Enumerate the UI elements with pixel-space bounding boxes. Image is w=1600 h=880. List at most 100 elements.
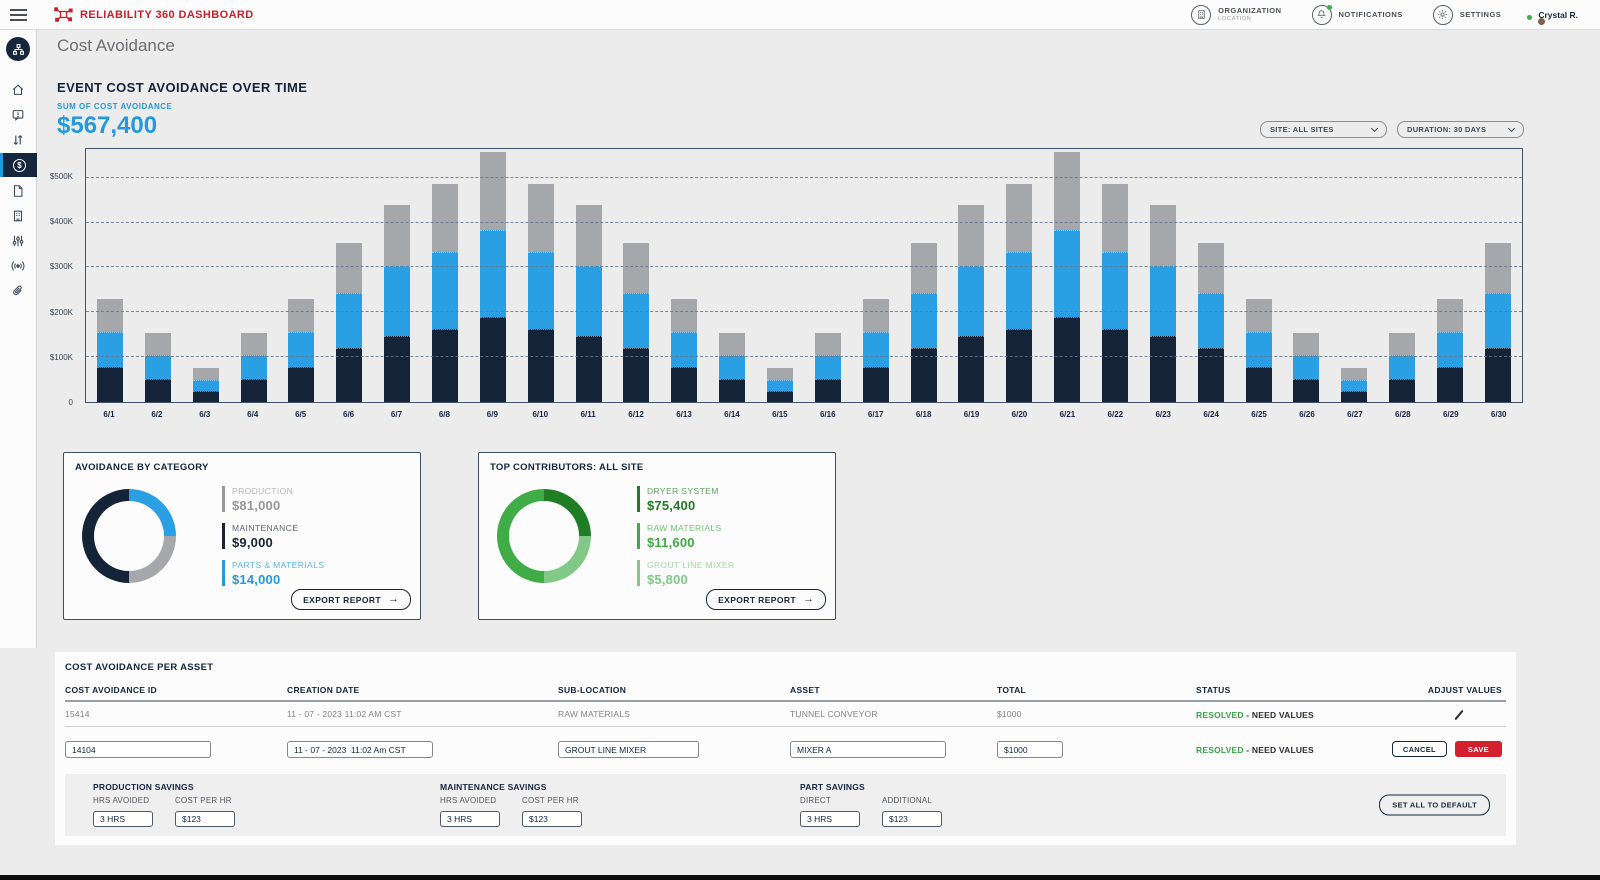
sidebar-item-transfer-arrows[interactable] bbox=[0, 128, 37, 151]
sidebar-item-filters[interactable] bbox=[0, 229, 37, 252]
chart-bar-6-22[interactable] bbox=[1101, 149, 1128, 402]
set-all-to-default-button[interactable]: SET ALL TO DEFAULT bbox=[1379, 794, 1490, 816]
user-menu[interactable]: Crystal R. bbox=[1527, 10, 1578, 20]
bar-segment-blue bbox=[1436, 332, 1463, 368]
bar-segment-blue bbox=[1006, 251, 1033, 329]
chart-bar-6-4[interactable] bbox=[240, 149, 267, 402]
maintenance-cost-per-hr-input[interactable] bbox=[522, 811, 582, 827]
cost-avoidance-id-input[interactable] bbox=[65, 741, 211, 759]
x-axis-tick-label: 6/19 bbox=[963, 410, 980, 419]
save-button[interactable]: SAVE bbox=[1454, 741, 1502, 757]
chart-bar-6-13[interactable] bbox=[671, 149, 698, 402]
sidebar-item-document[interactable] bbox=[0, 179, 37, 202]
bar-segment-navy bbox=[1054, 316, 1081, 402]
chart-bar-6-10[interactable] bbox=[527, 149, 554, 402]
chart-bar-6-5[interactable] bbox=[288, 149, 315, 402]
chart-bar-6-6[interactable] bbox=[336, 149, 363, 402]
sidebar-item-home[interactable] bbox=[0, 78, 37, 101]
chart-bar-6-30[interactable] bbox=[1484, 149, 1511, 402]
sidebar-item-org-network[interactable] bbox=[6, 37, 30, 61]
bar-segment-navy bbox=[288, 367, 315, 402]
part-additional-input[interactable] bbox=[882, 811, 942, 827]
chart-bar-6-14[interactable] bbox=[719, 149, 746, 402]
bar-segment-gray bbox=[1197, 242, 1224, 293]
bar-segment-navy bbox=[719, 378, 746, 402]
sidebar-item-attachment[interactable] bbox=[0, 279, 37, 302]
chart-bar-6-26[interactable] bbox=[1293, 149, 1320, 402]
creation-date-input[interactable] bbox=[287, 741, 433, 759]
x-axis-tick-label: 6/17 bbox=[867, 410, 884, 419]
total-input[interactable] bbox=[997, 741, 1063, 759]
paperclip-icon bbox=[13, 284, 22, 295]
chart-bar-6-19[interactable] bbox=[958, 149, 985, 402]
notifications-menu[interactable]: NOTIFICATIONS bbox=[1311, 4, 1403, 25]
production-hrs-avoided-input[interactable] bbox=[93, 811, 153, 827]
chart-bar-6-11[interactable] bbox=[575, 149, 602, 402]
cancel-button[interactable]: CANCEL bbox=[1391, 741, 1447, 757]
chart-bar-6-7[interactable] bbox=[384, 149, 411, 402]
chart-bar-6-9[interactable] bbox=[479, 149, 506, 402]
chart-bar-6-29[interactable] bbox=[1436, 149, 1463, 402]
x-axis-tick-label: 6/29 bbox=[1442, 410, 1459, 419]
part-direct-input[interactable] bbox=[800, 811, 860, 827]
chart-bar-6-3[interactable] bbox=[192, 149, 219, 402]
production-cost-per-hr-input[interactable] bbox=[175, 811, 235, 827]
organization-menu[interactable]: ORGANIZATION LOCATION bbox=[1191, 4, 1282, 25]
sliders-icon bbox=[12, 235, 24, 246]
bar-segment-navy bbox=[1245, 367, 1272, 402]
chart-bar-6-1[interactable] bbox=[96, 149, 123, 402]
legend-label: MAINTENANCE bbox=[232, 523, 299, 533]
asset-input[interactable] bbox=[790, 741, 946, 759]
duration-filter-dropdown[interactable]: DURATION: 30 DAYS bbox=[1397, 121, 1524, 138]
sidebar-item-broadcast[interactable] bbox=[0, 254, 37, 277]
chart-filters: SITE: ALL SITES DURATION: 30 DAYS bbox=[1260, 121, 1524, 138]
location-label: LOCATION bbox=[1218, 15, 1252, 22]
legend-value: $5,800 bbox=[647, 572, 688, 587]
col-adjust-values: ADJUST VALUES bbox=[1427, 685, 1502, 695]
bar-segment-blue bbox=[1197, 292, 1224, 349]
x-axis-tick-label: 6/26 bbox=[1299, 410, 1315, 419]
edit-pencil-icon[interactable] bbox=[1453, 709, 1464, 720]
chart-bar-6-27[interactable] bbox=[1341, 149, 1368, 402]
site-filter-dropdown[interactable]: SITE: ALL SITES bbox=[1260, 121, 1387, 138]
export-report-button[interactable]: EXPORT REPORT → bbox=[706, 589, 826, 610]
sidebar-item-cost-avoidance[interactable]: $ bbox=[0, 153, 37, 177]
chart-bar-6-12[interactable] bbox=[623, 149, 650, 402]
legend-label: GROUT LINE MIXER bbox=[647, 560, 735, 570]
sub-location-input[interactable] bbox=[558, 741, 699, 759]
chart-bar-6-23[interactable] bbox=[1149, 149, 1176, 402]
settings-menu[interactable]: SETTINGS bbox=[1432, 4, 1502, 25]
hamburger-menu-icon[interactable] bbox=[0, 0, 37, 30]
x-axis-tick-label: 6/2 bbox=[151, 410, 163, 419]
contributors-donut-chart[interactable] bbox=[497, 489, 591, 583]
chart-bar-6-17[interactable] bbox=[862, 149, 889, 402]
chart-bar-6-24[interactable] bbox=[1197, 149, 1224, 402]
chart-bar-6-8[interactable] bbox=[431, 149, 458, 402]
chart-bar-6-28[interactable] bbox=[1389, 149, 1416, 402]
export-report-button[interactable]: EXPORT REPORT → bbox=[291, 589, 411, 610]
bar-segment-blue bbox=[527, 251, 554, 329]
gridline bbox=[86, 311, 1522, 313]
chart-bar-6-20[interactable] bbox=[1006, 149, 1033, 402]
chart-bar-6-25[interactable] bbox=[1245, 149, 1272, 402]
sidebar-item-building[interactable] bbox=[0, 204, 37, 227]
chart-bar-6-15[interactable] bbox=[766, 149, 793, 402]
chart-bar-6-18[interactable] bbox=[910, 149, 937, 402]
category-donut-chart[interactable] bbox=[82, 489, 176, 583]
bar-segment-gray bbox=[240, 332, 267, 355]
x-axis-tick-label: 6/20 bbox=[1011, 410, 1028, 419]
chart-bar-6-2[interactable] bbox=[144, 149, 171, 402]
chart-bar-6-16[interactable] bbox=[814, 149, 841, 402]
legend-color-bar bbox=[637, 560, 640, 586]
bar-segment-navy bbox=[1341, 390, 1368, 402]
chart-bar-6-21[interactable] bbox=[1054, 149, 1081, 402]
top-contributors-card: TOP CONTRIBUTORS: ALL SITE DRYER SYSTEM … bbox=[478, 452, 836, 620]
bar-segment-navy bbox=[814, 378, 841, 402]
arrow-right-icon: → bbox=[388, 593, 399, 605]
organization-label: ORGANIZATION bbox=[1218, 6, 1282, 16]
sidebar-item-message-alert[interactable] bbox=[0, 103, 37, 126]
gridline bbox=[86, 356, 1522, 358]
maintenance-hrs-avoided-input[interactable] bbox=[440, 811, 500, 827]
legend-value: $14,000 bbox=[232, 572, 281, 587]
